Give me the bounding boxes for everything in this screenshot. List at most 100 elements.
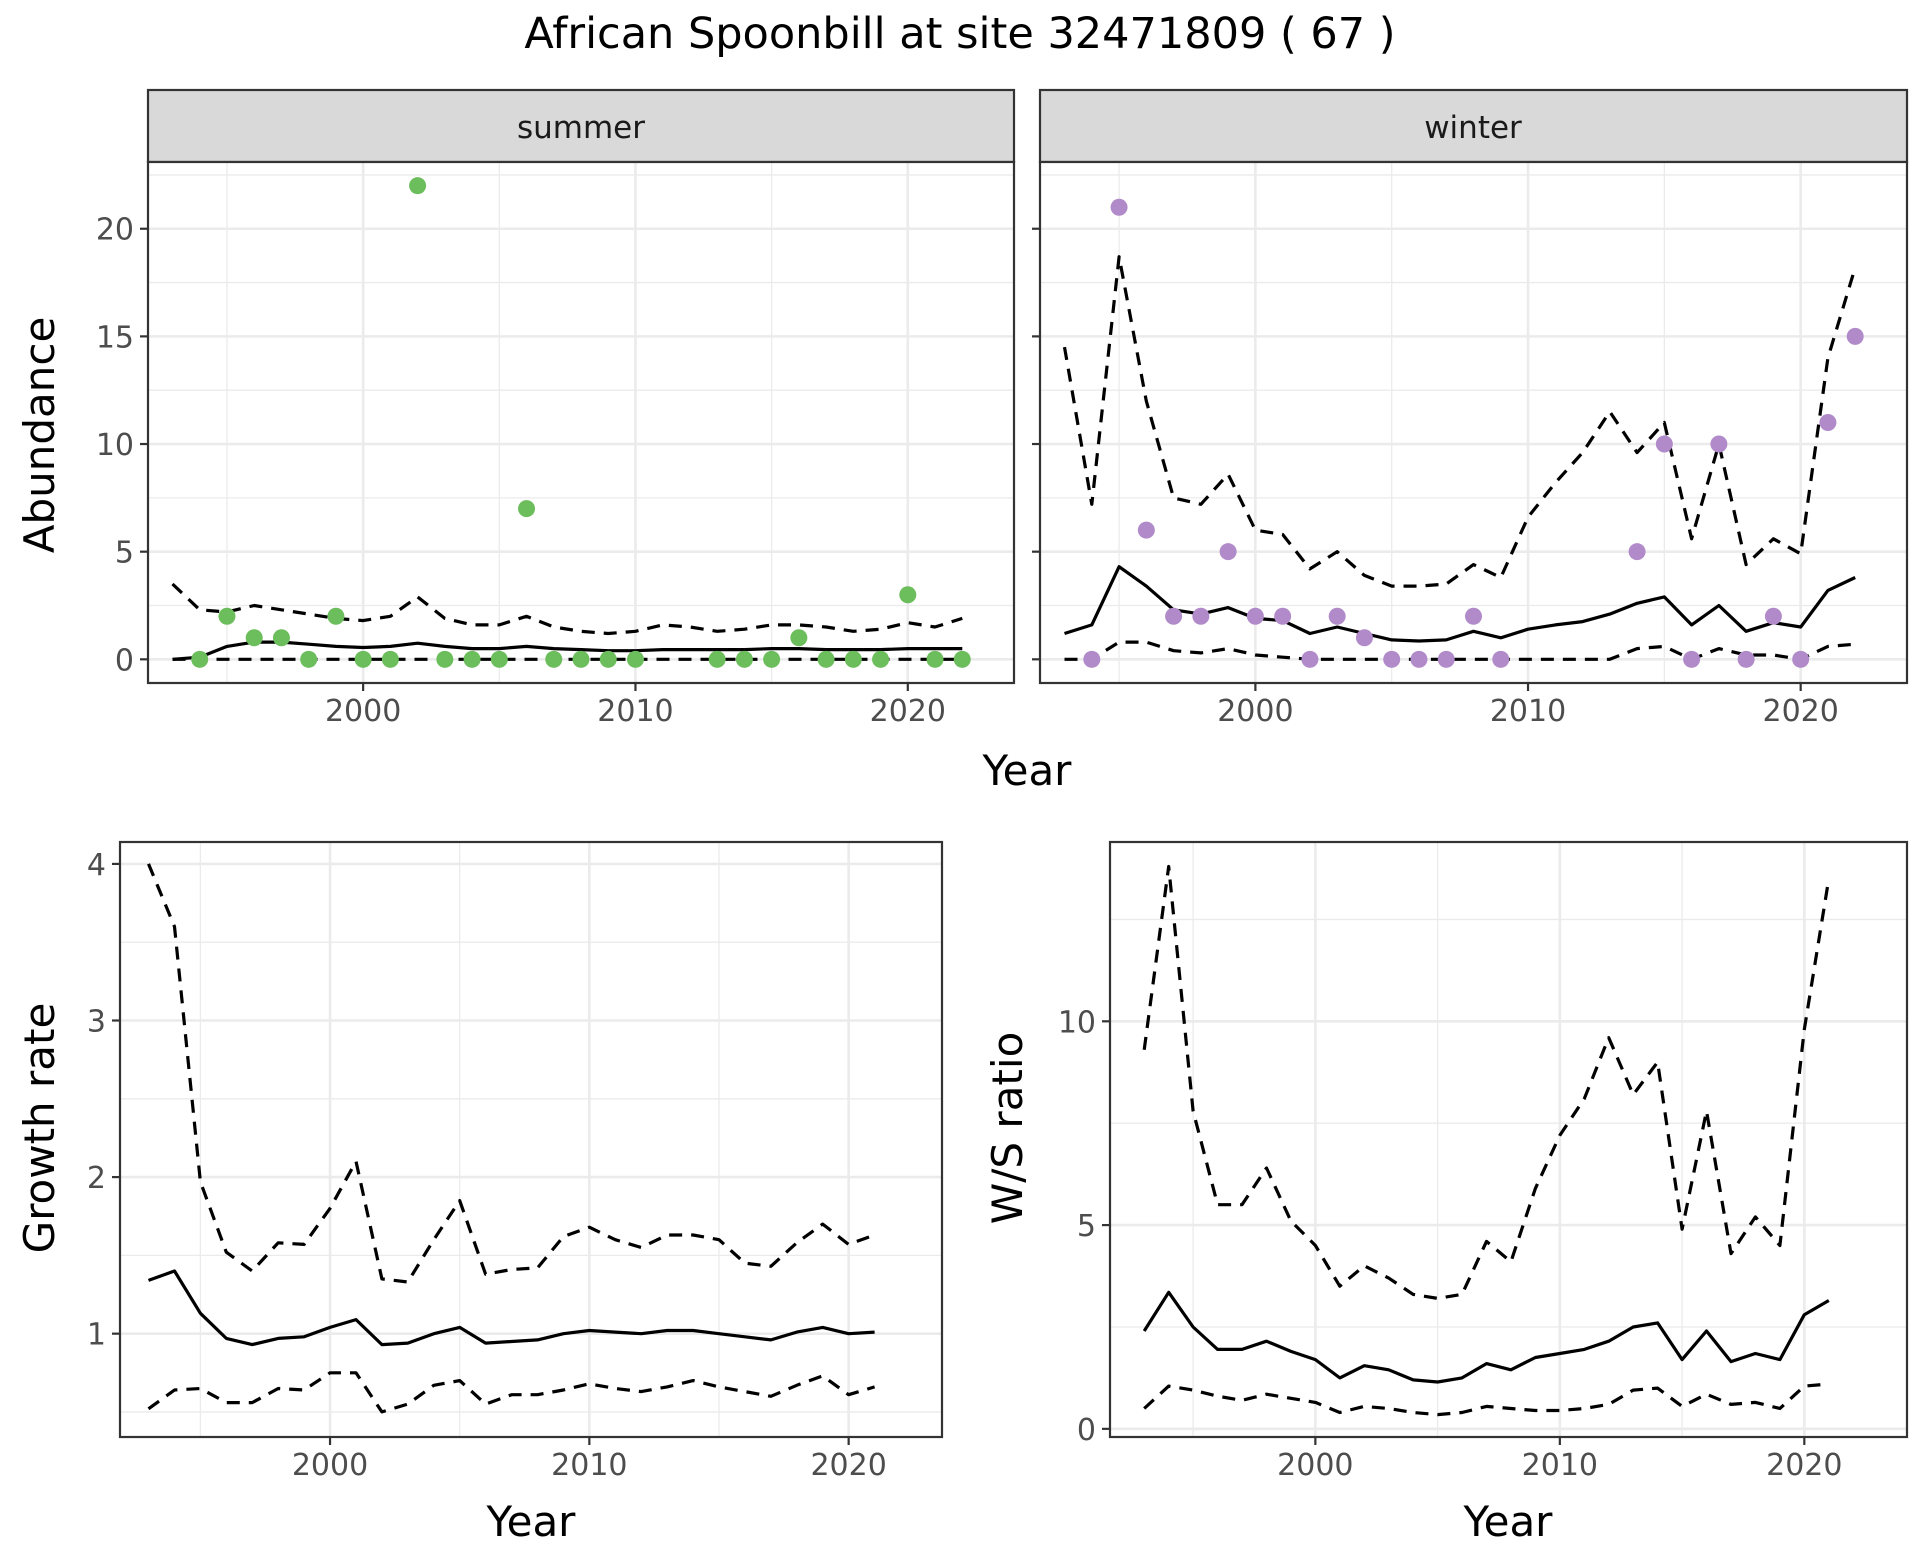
- plot-background: [120, 842, 942, 1437]
- y-tick-label: 15: [96, 320, 134, 355]
- data-point: [817, 650, 835, 668]
- data-point: [218, 607, 236, 625]
- data-point: [1846, 327, 1864, 345]
- winter-plot-area: 2000 2010 2020: [1032, 160, 1909, 729]
- data-point: [191, 650, 209, 668]
- data-point: [599, 650, 617, 668]
- y-tick-label: 5: [115, 536, 134, 571]
- data-point: [763, 650, 781, 668]
- data-point: [245, 629, 263, 647]
- data-point: [1410, 650, 1428, 668]
- data-point: [572, 650, 590, 668]
- y-tick-label: 5: [1077, 1209, 1096, 1244]
- data-point: [1465, 607, 1482, 625]
- x-tick-label: 2010: [1490, 694, 1566, 729]
- x-tick-label: 2020: [1762, 694, 1838, 729]
- data-point: [1219, 543, 1237, 561]
- top-x-axis-title: Year: [982, 746, 1073, 795]
- plot-background: [1040, 162, 1907, 683]
- data-point: [1355, 629, 1373, 647]
- data-point: [872, 650, 890, 668]
- data-point: [545, 650, 563, 668]
- data-point: [626, 650, 644, 668]
- data-point: [953, 650, 971, 668]
- data-point: [1137, 521, 1155, 539]
- data-point: [1819, 414, 1837, 431]
- panel-border: [1038, 160, 1909, 685]
- x-tick-label: 2010: [1522, 1448, 1598, 1483]
- data-point: [490, 650, 508, 668]
- y-tick-label: 4: [87, 848, 106, 883]
- winter-strip-label: winter: [1424, 110, 1522, 146]
- data-point: [1328, 607, 1346, 625]
- data-point: [354, 650, 372, 668]
- data-point: [1301, 650, 1319, 668]
- trend-line-0: [147, 1269, 875, 1347]
- data-point: [1764, 607, 1782, 625]
- y-tick-label: 2: [87, 1161, 106, 1196]
- winter-strip: [1038, 88, 1909, 164]
- interval-line-1: [171, 582, 963, 636]
- data-point: [1246, 607, 1264, 625]
- data-point: [708, 650, 726, 668]
- y-tick-label: 0: [115, 643, 134, 678]
- interval-line-2: [147, 1371, 876, 1414]
- ws-ratio-panel: 2000 2010 2020 0 5 10 W/S ratio Year: [983, 840, 1909, 1546]
- x-tick-label: 2000: [325, 694, 401, 729]
- data-point: [1683, 650, 1701, 668]
- chart-title: African Spoonbill at site 32471809 ( 67 …: [524, 9, 1395, 59]
- panel-border: [1108, 840, 1909, 1439]
- data-point: [926, 650, 944, 668]
- data-point: [1792, 650, 1810, 668]
- y-tick-label: 0: [1077, 1413, 1096, 1448]
- data-point: [1083, 650, 1101, 668]
- data-point: [463, 650, 481, 668]
- data-point: [1628, 543, 1646, 561]
- interval-line-1: [147, 863, 876, 1284]
- data-point: [381, 650, 399, 668]
- data-point: [409, 177, 427, 195]
- growth-rate-axis-title: Growth rate: [15, 1003, 64, 1254]
- panel-border: [118, 840, 944, 1439]
- growth-plot-area: 2000 2010 2020 1 2 3 4: [87, 840, 944, 1483]
- panel-border: [146, 160, 1016, 685]
- data-point: [518, 500, 536, 518]
- x-tick-label: 2010: [551, 1448, 627, 1483]
- data-point: [1165, 607, 1183, 625]
- x-tick-label: 2020: [810, 1448, 886, 1483]
- interval-line-2: [1143, 1382, 1829, 1417]
- data-point: [1492, 650, 1510, 668]
- plot-background: [148, 162, 1014, 683]
- data-point: [1274, 607, 1292, 625]
- ratio-plot-area: 2000 2010 2020 0 5 10: [1058, 840, 1909, 1483]
- interval-line-1: [1142, 864, 1831, 1301]
- data-point: [1383, 650, 1401, 668]
- data-point: [327, 607, 345, 625]
- ratio-x-axis-title: Year: [1463, 1497, 1554, 1546]
- trend-line-0: [172, 640, 963, 661]
- y-tick-label: 3: [87, 1005, 106, 1040]
- data-point: [735, 650, 753, 668]
- summer-abundance-panel: summer 2000 2010 2020 0 5 10 15 20 Abundance: [15, 88, 1016, 729]
- y-tick-label: 20: [96, 213, 134, 248]
- y-tick-label: 10: [1058, 1005, 1096, 1040]
- data-point: [844, 650, 862, 668]
- data-point: [1737, 650, 1755, 668]
- summer-strip-label: summer: [517, 110, 645, 146]
- data-point: [790, 629, 808, 647]
- x-tick-label: 2000: [1217, 694, 1293, 729]
- data-point: [899, 586, 917, 604]
- data-point: [1110, 198, 1128, 216]
- summer-plot-area: 2000 2010 2020 0 5 10 15 20: [96, 160, 1016, 729]
- y-tick-label: 10: [96, 428, 134, 463]
- growth-rate-panel: 2000 2010 2020 1 2 3 4 Growth rate Year: [15, 840, 944, 1546]
- ws-ratio-axis-title: W/S ratio: [983, 1032, 1032, 1225]
- trend-line-0: [1142, 1290, 1830, 1384]
- data-point: [300, 650, 318, 668]
- data-point: [1655, 435, 1673, 453]
- growth-x-axis-title: Year: [486, 1497, 577, 1546]
- abundance-axis-title: Abundance: [15, 317, 64, 554]
- data-point: [272, 629, 290, 647]
- interval-line-2: [1064, 640, 1856, 661]
